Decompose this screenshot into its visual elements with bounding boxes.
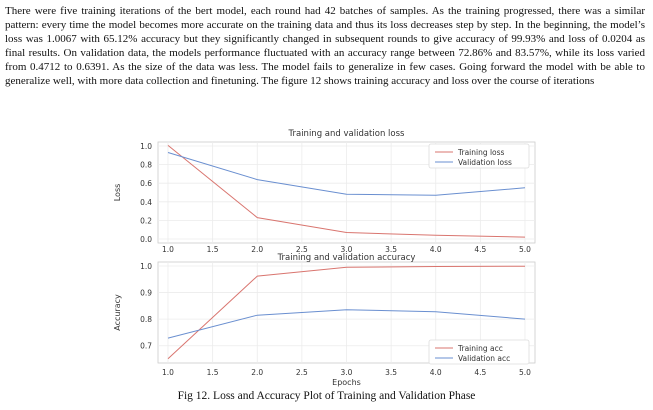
x-tick-label: 3.0 — [341, 368, 353, 377]
legend-entry: Training acc — [457, 344, 503, 353]
x-tick-label: 3.5 — [385, 245, 397, 254]
y-tick-label: 0.8 — [140, 315, 152, 324]
x-tick-label: 2.5 — [296, 245, 308, 254]
x-tick-label: 5.0 — [519, 245, 531, 254]
x-tick-label: 4.0 — [430, 245, 442, 254]
series-line-training-acc — [167, 265, 526, 360]
legend-entry: Training loss — [457, 148, 505, 157]
y-axis-label: Accuracy — [113, 294, 122, 331]
y-tick-label: 0.9 — [140, 289, 152, 298]
series-line-validation-acc — [167, 309, 526, 339]
figure-caption: Fig 12. Loss and Accuracy Plot of Traini… — [177, 390, 476, 402]
y-tick-label: 0.0 — [140, 235, 152, 244]
x-tick-label: 4.5 — [474, 368, 486, 377]
x-tick-label: 1.0 — [162, 245, 174, 254]
x-axis-label: Epochs — [332, 378, 361, 387]
y-tick-label: 0.7 — [140, 342, 152, 351]
figure-charts: 0.0 0.2 0.4 0.6 0.8 1.0 1.0 1.5 2.0 2.5 3.0 3.5 4.0 4… — [113, 129, 536, 387]
x-tick-label: 1.5 — [207, 245, 219, 254]
series-line-validation-loss — [167, 152, 526, 196]
legend-entry: Validation loss — [458, 158, 512, 167]
y-tick-label: 0.8 — [140, 161, 152, 170]
x-tick-label: 2.0 — [251, 368, 263, 377]
y-axis-label: Loss — [113, 184, 122, 202]
legend-box — [428, 143, 530, 169]
legend-entry: Validation acc — [458, 354, 510, 363]
y-tick-label: 1.0 — [140, 262, 152, 271]
y-tick-label: 0.4 — [140, 198, 152, 207]
chart-title: Training and validation accuracy — [277, 253, 416, 263]
legend-box — [428, 339, 530, 365]
x-tick-label: 3.0 — [341, 245, 353, 254]
y-tick-label: 1.0 — [140, 142, 152, 151]
x-tick-label: 5.0 — [519, 368, 531, 377]
x-tick-label: 2.0 — [251, 245, 263, 254]
x-tick-label: 3.5 — [385, 368, 397, 377]
body-paragraph: There were five training iterations of t… — [5, 5, 645, 87]
y-tick-label: 0.6 — [140, 179, 152, 188]
x-tick-label: 1.0 — [162, 368, 174, 377]
x-tick-label: 4.0 — [430, 368, 442, 377]
x-tick-label: 2.5 — [296, 368, 308, 377]
x-tick-label: 1.5 — [207, 368, 219, 377]
y-tick-label: 0.2 — [140, 216, 152, 225]
chart-title: Training and validation loss — [288, 129, 405, 139]
x-tick-label: 4.5 — [474, 245, 486, 254]
series-line-training-loss — [167, 145, 526, 238]
